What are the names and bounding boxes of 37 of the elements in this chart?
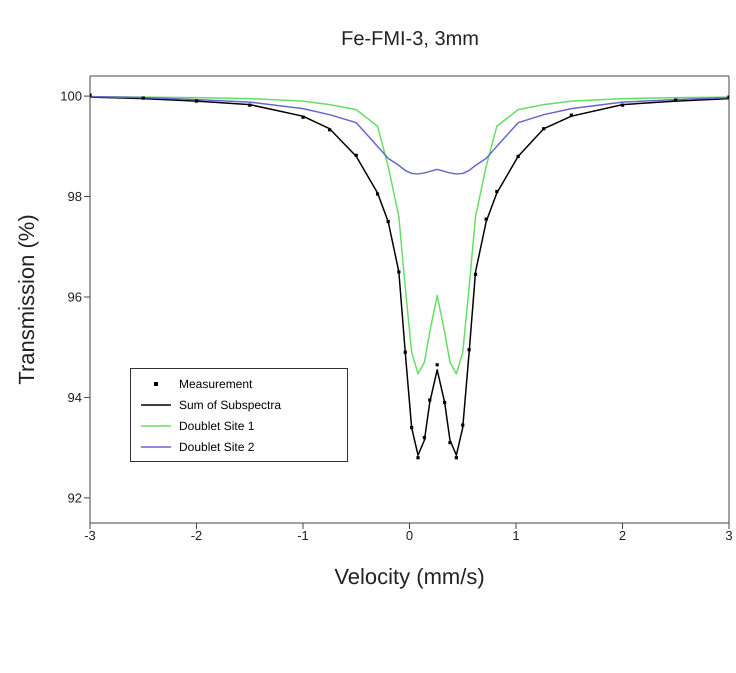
point xyxy=(301,116,305,119)
x-tick-label: 3 xyxy=(725,528,733,544)
point xyxy=(436,363,439,366)
y-tick-label: 96 xyxy=(68,290,82,305)
legend-label: Measurement xyxy=(179,376,252,390)
y-tick-label: 92 xyxy=(68,490,82,506)
point xyxy=(484,218,488,221)
chart-title: Fe-FMI-3, 3mm xyxy=(340,28,480,51)
y-tick-label: 100 xyxy=(60,88,82,104)
point xyxy=(495,190,498,194)
x-tick-label: 1 xyxy=(512,528,520,544)
point xyxy=(454,456,458,460)
y-tick-label: 94 xyxy=(68,390,82,406)
point xyxy=(542,127,546,130)
point xyxy=(248,104,252,107)
point xyxy=(416,456,420,460)
point xyxy=(468,348,471,352)
point xyxy=(461,423,464,427)
point xyxy=(404,350,407,354)
point xyxy=(328,128,332,132)
y-axis-title: Transmission (%) xyxy=(14,214,39,385)
point xyxy=(428,398,432,402)
x-tick-label: -3 xyxy=(84,528,96,544)
point xyxy=(674,98,678,102)
x-tick-label: 2 xyxy=(618,528,626,544)
x-tick-label: -2 xyxy=(190,528,202,544)
x-axis-title: Velocity (mm/s) xyxy=(334,564,485,589)
x-tick-label: -1 xyxy=(297,528,309,544)
point xyxy=(570,114,573,117)
y-tick-label: 98 xyxy=(68,189,82,204)
legend-label: Doublet Site 2 xyxy=(179,440,254,454)
legend-label: Doublet Site 1 xyxy=(179,418,254,432)
point xyxy=(142,96,145,100)
legend-label: Sum of Subspectra xyxy=(179,398,282,412)
point xyxy=(354,154,358,157)
x-tick-label: 0 xyxy=(406,528,414,544)
point xyxy=(386,220,390,224)
